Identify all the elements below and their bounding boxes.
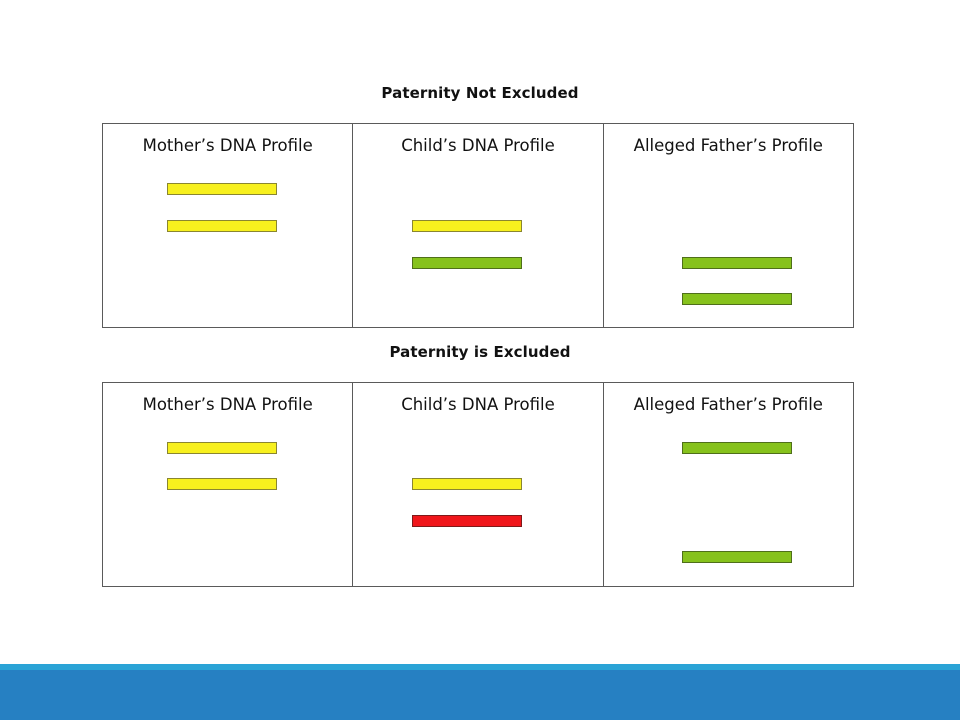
dna-band-yellow <box>167 478 277 490</box>
column-label: Mother’s DNA Profile <box>142 136 313 155</box>
dna-band-green <box>412 257 523 269</box>
column-mother-profile: Mother’s DNA Profile <box>103 383 354 586</box>
column-alleged-father-profile: Alleged Father’s Profile <box>604 383 853 586</box>
column-label: Mother’s DNA Profile <box>142 395 313 414</box>
column-label: Alleged Father’s Profile <box>633 395 823 414</box>
dna-band-yellow <box>412 220 523 232</box>
dna-band-green <box>681 551 792 563</box>
column-label: Alleged Father’s Profile <box>633 136 823 155</box>
dna-band-red <box>412 515 523 527</box>
section-title-not-excluded: Paternity Not Excluded <box>381 84 579 102</box>
dna-band-green <box>681 293 792 305</box>
column-child-profile: Child’s DNA Profile <box>353 383 604 586</box>
footer-accent-stripe <box>0 664 960 670</box>
dna-band-green <box>681 442 792 454</box>
section-title-excluded: Paternity is Excluded <box>389 343 571 361</box>
column-label: Child’s DNA Profile <box>401 136 555 155</box>
dna-band-yellow <box>412 478 523 490</box>
dna-band-green <box>681 257 792 269</box>
column-child-profile: Child’s DNA Profile <box>353 124 604 327</box>
footer-bar <box>0 670 960 720</box>
panel-not-excluded: Mother’s DNA Profile Child’s DNA Profile… <box>102 123 854 328</box>
column-mother-profile: Mother’s DNA Profile <box>103 124 354 327</box>
panel-excluded: Mother’s DNA Profile Child’s DNA Profile… <box>102 382 854 587</box>
dna-band-yellow <box>167 183 277 195</box>
column-alleged-father-profile: Alleged Father’s Profile <box>604 124 853 327</box>
column-label: Child’s DNA Profile <box>401 395 555 414</box>
dna-band-yellow <box>167 442 277 454</box>
dna-band-yellow <box>167 220 277 232</box>
